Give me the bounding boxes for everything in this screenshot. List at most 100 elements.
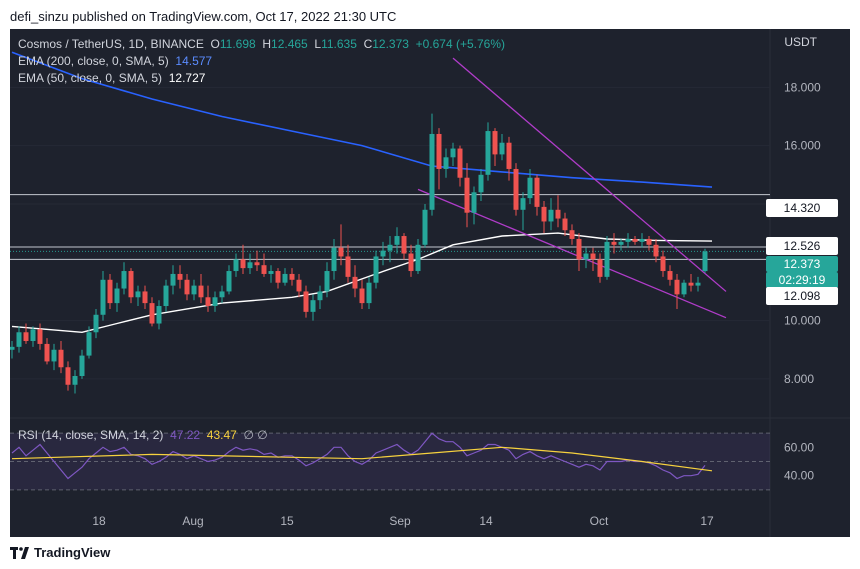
candle-body	[478, 174, 484, 193]
time-tick-label: 18	[92, 514, 106, 528]
footer-brand[interactable]: TradingView	[10, 544, 110, 562]
candle-body	[653, 244, 659, 257]
candle-body	[380, 250, 386, 257]
candle-body	[156, 306, 162, 324]
candle-body	[149, 303, 155, 324]
ema200-legend: EMA (200, close, 0, SMA, 5) 14.577	[18, 53, 212, 69]
candle-body	[317, 291, 323, 301]
price-tick-label: 8.000	[784, 372, 814, 386]
candle-body	[492, 131, 498, 155]
candle-body	[485, 131, 491, 175]
trendline	[417, 188, 727, 319]
ema50-label: EMA (50, close, 0, SMA, 5)	[18, 71, 163, 85]
candle-body	[436, 133, 442, 169]
low-value: 11.635	[321, 37, 357, 51]
brand-name: TradingView	[34, 545, 111, 560]
candle-body	[65, 367, 71, 385]
ema200-label: EMA (200, close, 0, SMA, 5)	[18, 54, 169, 68]
candle-body	[632, 238, 638, 242]
price-tick-label: 18.000	[784, 80, 821, 94]
candle-body	[387, 244, 393, 251]
rsi-sma-value: 43.47	[206, 428, 237, 442]
candle-body	[555, 209, 561, 219]
candle-body	[177, 273, 183, 280]
trendline	[452, 57, 727, 292]
candle-body	[681, 282, 687, 295]
candle-body	[310, 300, 316, 312]
candle-body	[464, 177, 470, 213]
time-tick-label: 14	[479, 514, 493, 528]
candle-body	[16, 332, 22, 347]
candle-body	[163, 285, 169, 307]
close-value: 12.373	[372, 37, 409, 51]
candle-body	[275, 271, 281, 283]
candle-body	[401, 236, 407, 254]
candle-body	[352, 276, 358, 289]
symbol-legend: Cosmos / TetherUS, 1D, BINANCE O11.698 H…	[18, 36, 505, 52]
grid-layer	[10, 29, 850, 537]
candle-body	[576, 238, 582, 260]
candle-body	[331, 247, 337, 272]
candle-body	[51, 349, 57, 362]
candle-body	[590, 253, 596, 260]
candle-body	[10, 346, 15, 350]
candle-body	[429, 133, 435, 210]
rsi-tick-label: 40.00	[784, 469, 814, 483]
candle-body	[282, 273, 288, 283]
candle-body	[37, 329, 43, 344]
candle-body	[667, 271, 673, 280]
candle-body	[121, 271, 127, 289]
candle-body	[646, 238, 652, 245]
close-label: C	[363, 37, 373, 51]
candle-body	[611, 241, 617, 245]
candle-body	[268, 271, 274, 274]
candle-body	[44, 343, 50, 362]
candle-body	[702, 251, 708, 272]
candle-body	[660, 256, 666, 272]
candle-body	[86, 332, 92, 356]
price-tick-label: 10.000	[784, 314, 821, 328]
rsi-na: ∅ ∅	[243, 428, 268, 442]
candle-body	[639, 238, 645, 242]
candle-body	[128, 271, 134, 298]
candle-body	[359, 288, 365, 304]
candle-body	[240, 259, 246, 269]
high-value: 12.465	[271, 37, 308, 51]
candle-body	[562, 218, 568, 231]
candle-body	[135, 291, 141, 298]
candle-body	[100, 279, 106, 315]
time-tick-label: 17	[700, 514, 714, 528]
candle-body	[247, 262, 253, 269]
candle-body	[296, 279, 302, 292]
candle-body	[450, 148, 456, 158]
candle-body	[198, 285, 204, 298]
candle-body	[107, 279, 113, 304]
candle-body	[23, 332, 29, 342]
candle-body	[541, 206, 547, 222]
last-price-label: 12.373	[766, 256, 838, 272]
candle-body	[212, 297, 218, 307]
open-value: 11.698	[219, 37, 256, 51]
candle-body	[261, 265, 267, 274]
marker-high-label: 14.320	[766, 199, 838, 217]
marker-mid-label: 12.526	[766, 237, 838, 255]
candle-body	[303, 291, 309, 312]
rsi-value: 47.22	[170, 428, 201, 442]
candle-body	[520, 198, 526, 210]
candle-body	[366, 282, 372, 304]
candle-body	[79, 355, 85, 377]
candle-body	[30, 329, 36, 342]
open-label: O	[210, 37, 220, 51]
time-tick-label: Aug	[182, 514, 203, 528]
high-label: H	[262, 37, 272, 51]
price-tick-label: 16.000	[784, 139, 821, 153]
candle-body	[345, 256, 351, 277]
rsi-sma-line	[11, 446, 713, 472]
candle-body	[443, 157, 449, 169]
candle-body	[569, 230, 575, 239]
candle-body	[289, 273, 295, 280]
candle-body	[604, 241, 610, 277]
